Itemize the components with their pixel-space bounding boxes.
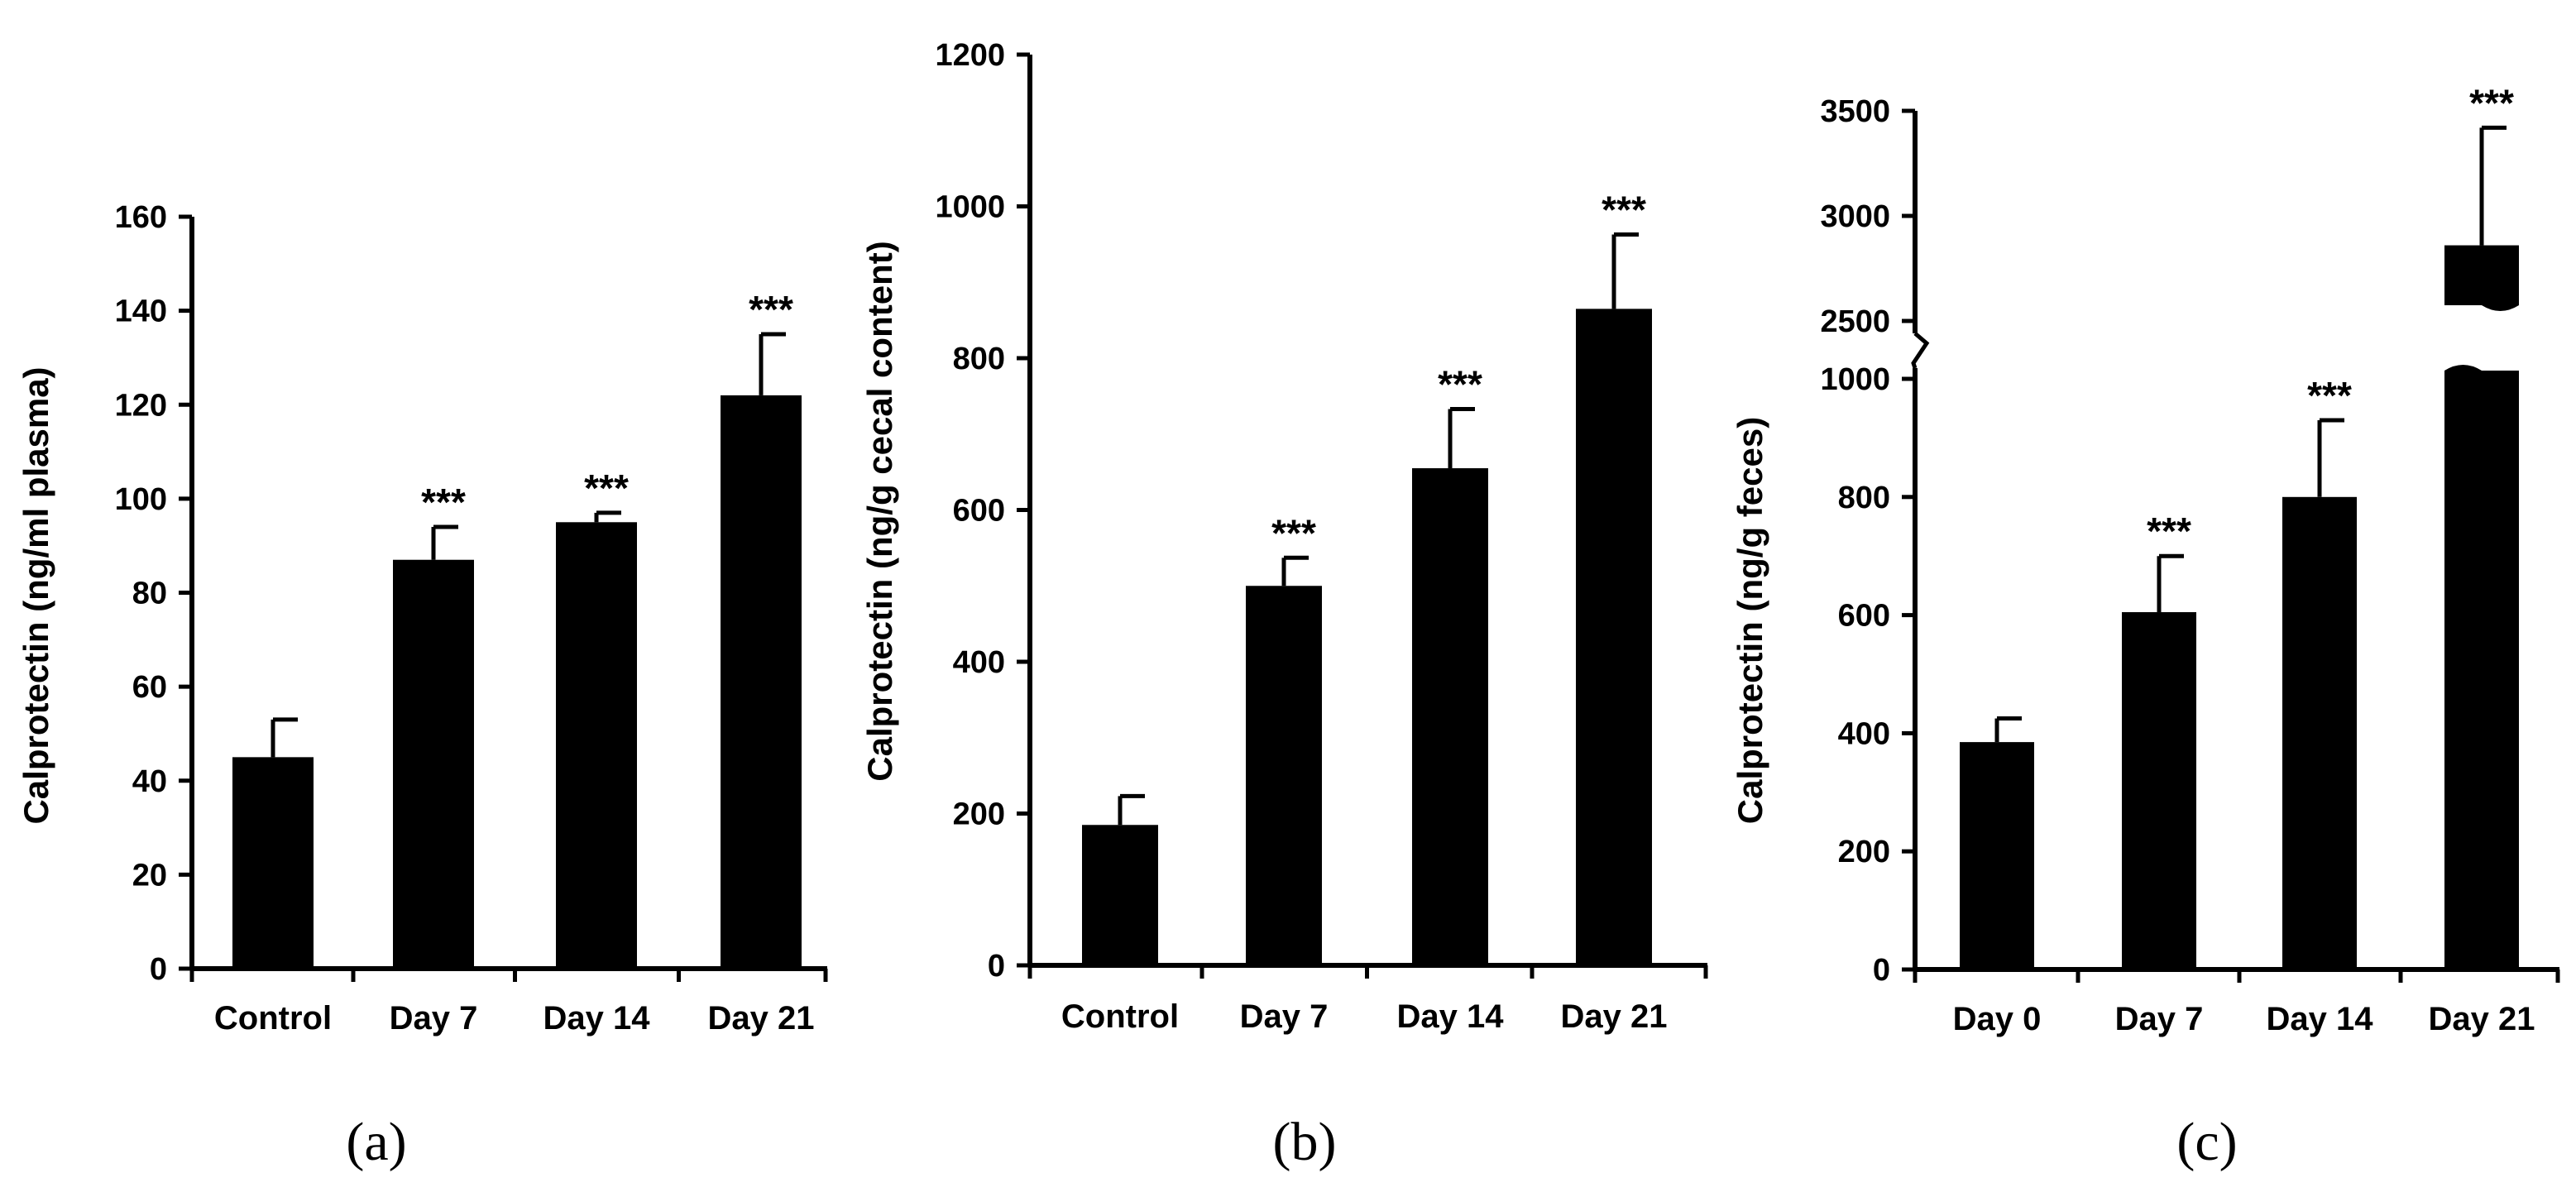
y-tick-label: 600 <box>1838 599 1890 634</box>
bar <box>1412 468 1488 965</box>
significance-label: *** <box>421 481 466 524</box>
significance-label: *** <box>749 288 793 331</box>
significance-label: *** <box>2147 510 2191 553</box>
y-tick-label: 0 <box>988 949 1005 984</box>
bar <box>1082 825 1158 965</box>
x-category-label: Day 7 <box>2115 1001 2204 1037</box>
y-tick-label: 40 <box>132 764 167 799</box>
significance-label: *** <box>584 467 629 510</box>
bar <box>2282 496 2357 969</box>
x-category-label: Day 14 <box>2267 1001 2374 1037</box>
bar <box>1576 309 1652 965</box>
x-category-label: Control <box>214 1000 332 1036</box>
x-category-label: Day 7 <box>390 1000 478 1036</box>
y-axis-title: Calprotectin (ng/ml plasma) <box>17 366 55 824</box>
x-category-label: Day 14 <box>1397 998 1505 1035</box>
panel-c-label: (c) <box>2176 1112 2237 1172</box>
y-tick-label: 200 <box>1838 835 1890 869</box>
y-tick-label: 3500 <box>1820 94 1890 129</box>
y-tick-label: 80 <box>132 577 167 611</box>
x-category-label: Day 21 <box>708 1000 815 1036</box>
x-category-label: Day 0 <box>1953 1001 2042 1037</box>
y-tick-label: 800 <box>953 342 1005 376</box>
y-tick-label: 60 <box>132 670 167 705</box>
y-tick-label: 0 <box>1873 953 1890 988</box>
significance-label: *** <box>1602 188 1646 231</box>
y-axis-title: Calprotectin (ng/g cecal content) <box>860 241 899 781</box>
significance-label: *** <box>2469 81 2514 124</box>
bar <box>2122 612 2196 969</box>
y-tick-label: 3000 <box>1820 199 1890 234</box>
bar <box>1960 742 2034 969</box>
panel-a-chart: 0 20 40 60 80 100 120 140 160 Control *** Day 7 *** D… <box>17 200 828 1036</box>
bar <box>721 395 802 969</box>
panel-b-chart: 0 200 400 600 800 1000 1200 Control *** Day 7 *** D… <box>860 38 1708 1035</box>
x-category-label: Control <box>1061 998 1179 1035</box>
bar <box>556 522 637 969</box>
y-tick-label: 120 <box>115 388 167 423</box>
y-tick-label: 160 <box>115 200 167 235</box>
y-tick-label: 800 <box>1838 481 1890 515</box>
y-tick-label: 1200 <box>935 38 1005 73</box>
bar <box>393 559 474 969</box>
panel-a-label: (a) <box>346 1112 406 1172</box>
axis-break-mark <box>1911 332 1930 369</box>
bar <box>1246 586 1322 965</box>
significance-label: *** <box>1438 362 1482 405</box>
bar-break-wave-bottom <box>2444 365 2519 376</box>
y-tick-label: 1000 <box>1820 362 1890 397</box>
x-category-label: Day 21 <box>1561 998 1668 1035</box>
y-tick-label: 600 <box>953 494 1005 529</box>
panel-c-chart: 0 200 400 600 800 1000 2500 3000 3500 Day 0 *** Day… <box>1731 81 2560 1037</box>
x-category-label: Day 7 <box>1240 998 1329 1035</box>
panel-b-label: (b) <box>1273 1112 1337 1172</box>
x-category-label: Day 14 <box>543 1000 651 1036</box>
bar-lower-segment <box>2444 371 2519 969</box>
y-tick-label: 100 <box>115 482 167 517</box>
x-category-label: Day 21 <box>2429 1001 2535 1037</box>
y-tick-label: 140 <box>115 294 167 329</box>
y-tick-label: 20 <box>132 858 167 893</box>
bar-upper-segment <box>2444 245 2519 305</box>
bar-break-wave-top <box>2444 299 2519 311</box>
bar <box>232 757 314 969</box>
significance-label: *** <box>1271 511 1316 554</box>
y-tick-label: 2500 <box>1820 304 1890 339</box>
y-tick-label: 400 <box>953 645 1005 680</box>
y-tick-label: 200 <box>953 797 1005 832</box>
significance-label: *** <box>2307 374 2352 417</box>
y-tick-label: 1000 <box>935 190 1005 225</box>
y-tick-label: 400 <box>1838 716 1890 751</box>
y-tick-label: 0 <box>150 952 167 987</box>
y-axis-title: Calprotectin (ng/g feces) <box>1731 417 1769 824</box>
